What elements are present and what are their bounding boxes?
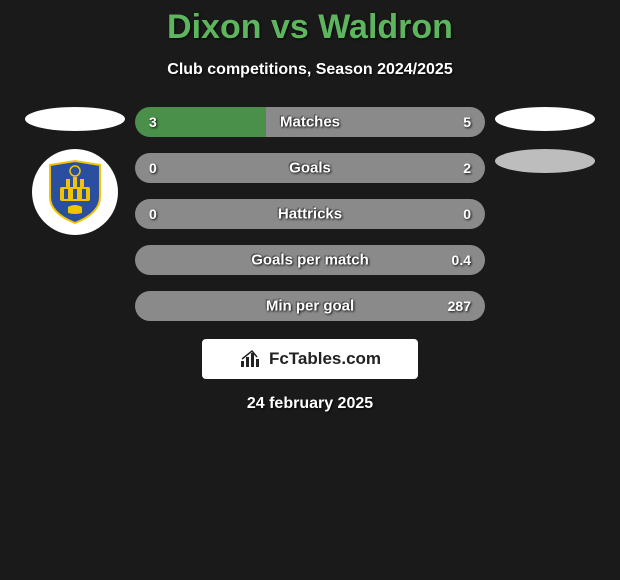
stat-label: Matches: [280, 114, 340, 131]
stat-row: Goals 0 2: [135, 153, 485, 183]
bar-chart-icon: [239, 349, 263, 369]
left-team-crest: [32, 149, 118, 235]
stat-label: Min per goal: [266, 298, 354, 315]
stat-value-left: 0: [149, 206, 157, 222]
stats-bars: Matches 3 5 Goals 0 2 Hattricks 0 0 Goals per mat…: [135, 107, 485, 321]
branding-text: FcTables.com: [269, 349, 381, 369]
stat-value-left: 3: [149, 114, 157, 130]
stat-row: Min per goal 287: [135, 291, 485, 321]
stat-label: Hattricks: [278, 206, 342, 223]
stat-row: Hattricks 0 0: [135, 199, 485, 229]
stat-value-right: 287: [448, 298, 471, 314]
stat-value-right: 5: [463, 114, 471, 130]
stat-label: Goals: [289, 160, 331, 177]
stat-label: Goals per match: [251, 252, 369, 269]
shield-icon: [46, 159, 104, 225]
left-placeholder-ellipse-1: [25, 107, 125, 131]
page-title: Dixon vs Waldron: [0, 8, 620, 47]
stat-value-right: 0: [463, 206, 471, 222]
subtitle: Club competitions, Season 2024/2025: [0, 61, 620, 79]
stat-value-left: 0: [149, 160, 157, 176]
right-placeholder-ellipse-1: [495, 107, 595, 131]
branding-badge[interactable]: FcTables.com: [202, 339, 418, 379]
right-team-column: [495, 107, 595, 321]
right-placeholder-ellipse-2: [495, 149, 595, 173]
stat-row: Goals per match 0.4: [135, 245, 485, 275]
date-text: 24 february 2025: [0, 395, 620, 413]
stat-value-right: 2: [463, 160, 471, 176]
body-row: Matches 3 5 Goals 0 2 Hattricks 0 0 Goals per mat…: [0, 107, 620, 321]
stat-row: Matches 3 5: [135, 107, 485, 137]
comparison-widget: Dixon vs Waldron Club competitions, Seas…: [0, 0, 620, 413]
stat-value-right: 0.4: [452, 252, 471, 268]
left-team-column: [25, 107, 125, 321]
